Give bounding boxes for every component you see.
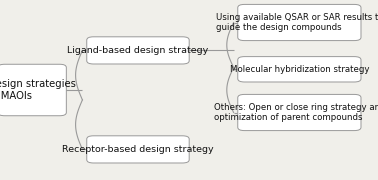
FancyBboxPatch shape (238, 4, 361, 41)
FancyBboxPatch shape (238, 94, 361, 131)
Text: Ligand-based design strategy: Ligand-based design strategy (67, 46, 209, 55)
FancyBboxPatch shape (87, 37, 189, 64)
FancyBboxPatch shape (87, 136, 189, 163)
Text: Others: Open or close ring strategy and
optimization of parent compounds: Others: Open or close ring strategy and … (214, 103, 378, 122)
Text: Design strategies
of MAOIs: Design strategies of MAOIs (0, 79, 76, 101)
Text: Receptor-based design strategy: Receptor-based design strategy (62, 145, 214, 154)
Text: Molecular hybridization strategy: Molecular hybridization strategy (229, 65, 369, 74)
FancyBboxPatch shape (238, 57, 361, 82)
Text: Using available QSAR or SAR results to
guide the design compounds: Using available QSAR or SAR results to g… (215, 13, 378, 32)
FancyBboxPatch shape (0, 64, 67, 116)
